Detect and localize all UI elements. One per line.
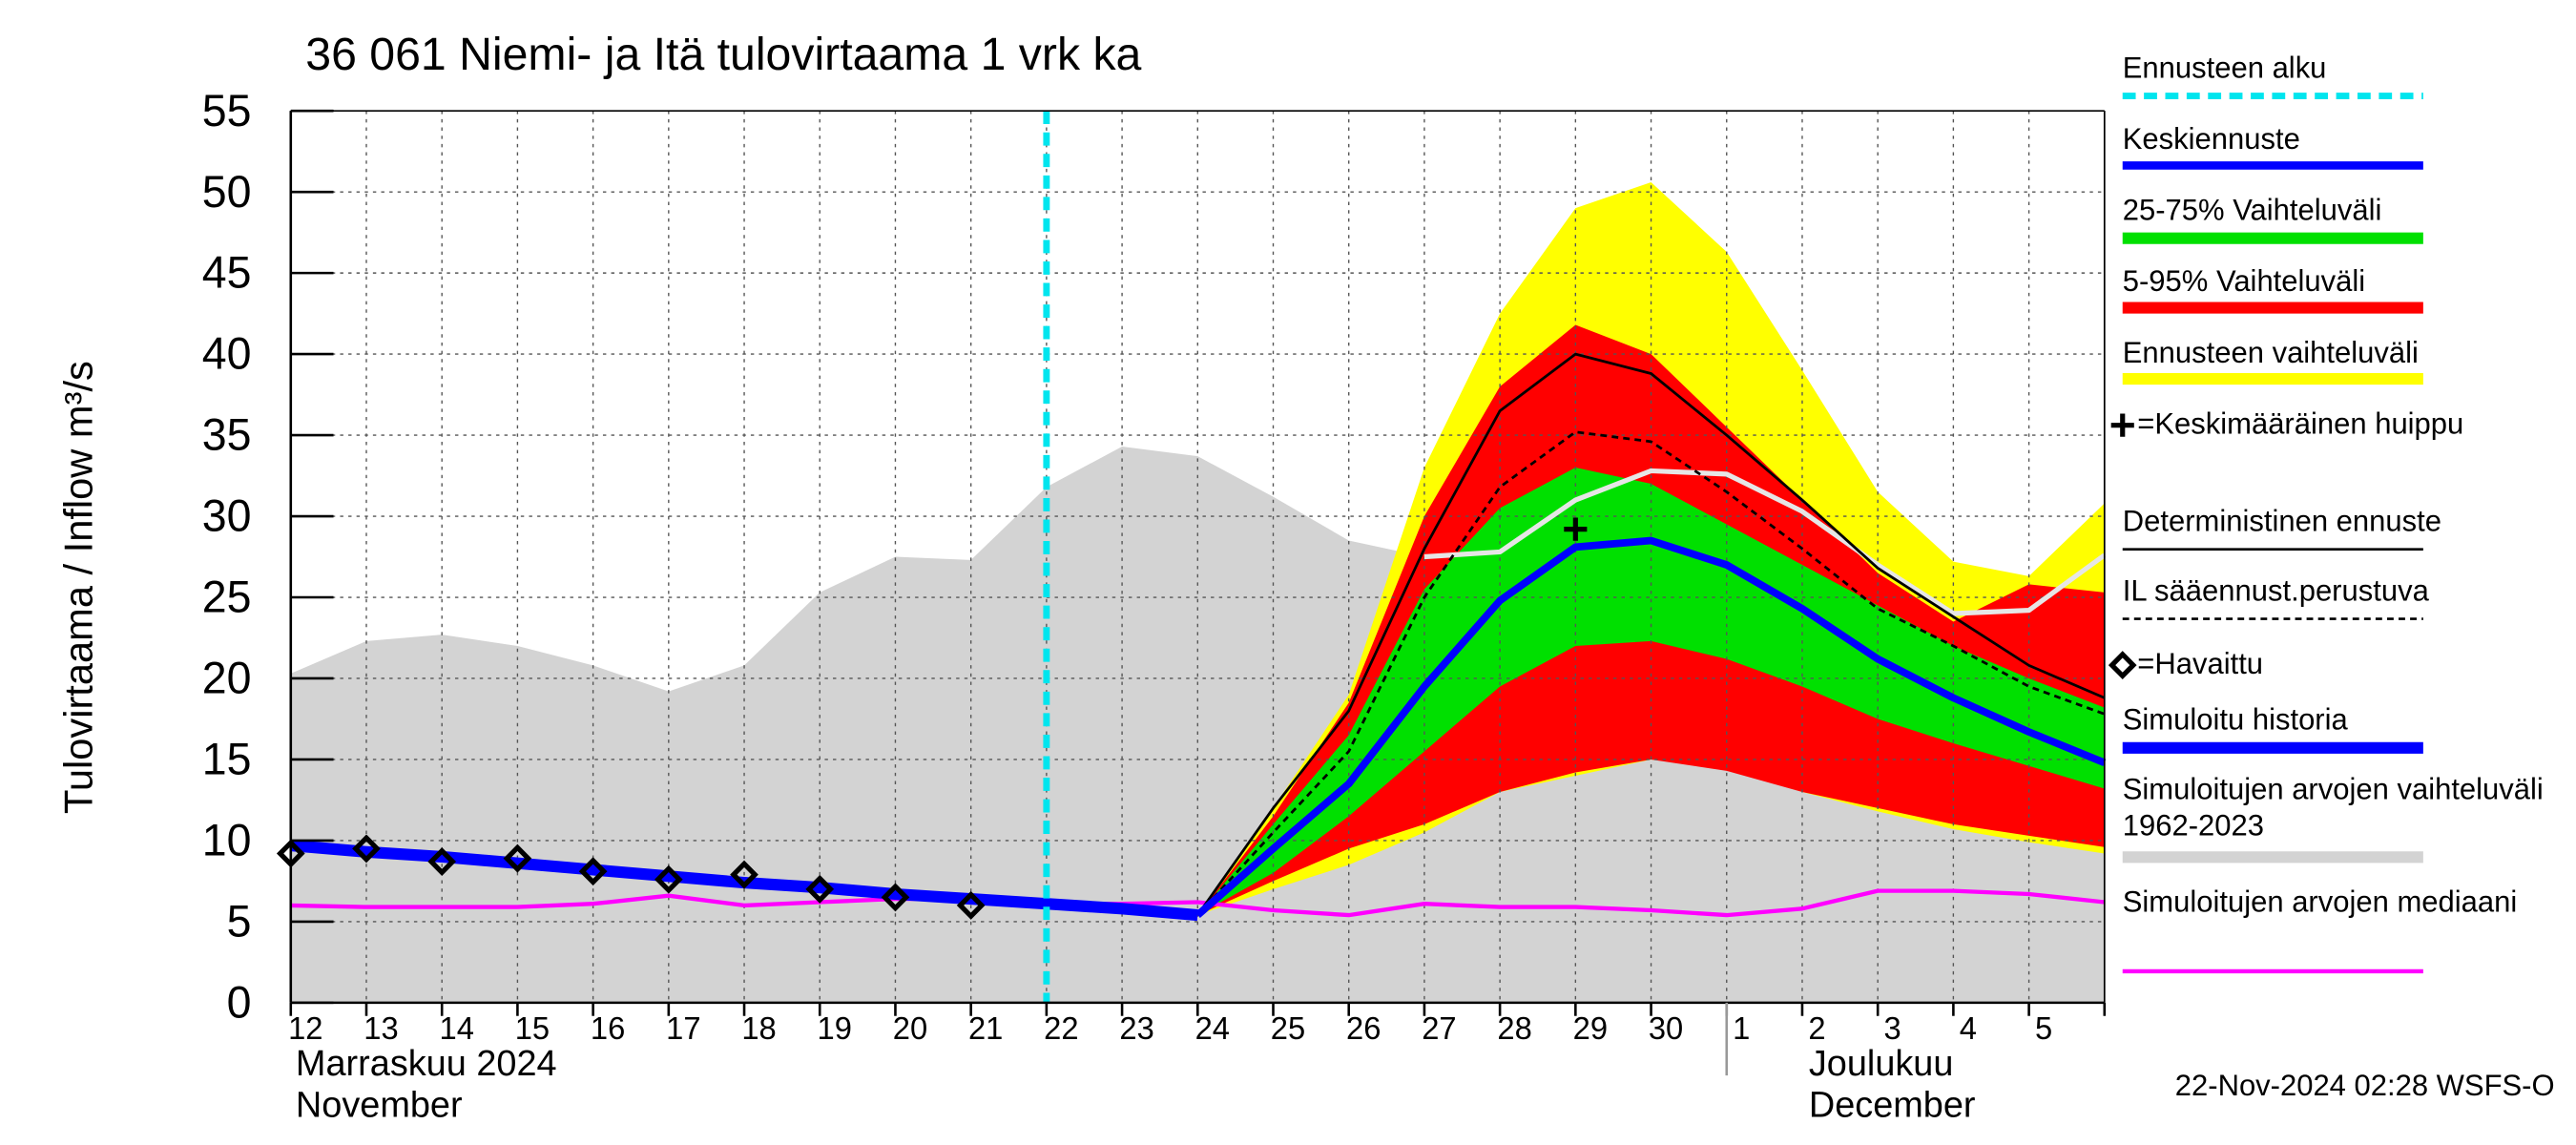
x-tick-label: 27 — [1422, 1010, 1456, 1046]
legend-label: =Havaittu — [2137, 647, 2264, 680]
x-tick-label: 17 — [666, 1010, 700, 1046]
range-top-line — [1423, 468, 2107, 616]
x-tick-label: 22 — [1044, 1010, 1078, 1046]
observed-marker — [352, 834, 381, 864]
legend: Ennusteen alku Keskiennuste 25-75% Vaihtel… — [2108, 51, 2544, 974]
x-tick-label: 3 — [1884, 1010, 1901, 1046]
observed-marker — [578, 857, 608, 886]
x-tick-label: 30 — [1649, 1010, 1683, 1046]
series-line — [1196, 430, 2106, 917]
y-tick-label: 10 — [202, 815, 252, 864]
y-tick-label: 0 — [227, 977, 252, 1027]
month-label: November — [296, 1085, 463, 1125]
observed-marker — [427, 847, 457, 876]
y-tick-label: 35 — [202, 410, 252, 460]
legend-label-box: Keskiennuste — [2122, 122, 2300, 156]
month-label: Marraskuu 2024 — [296, 1044, 557, 1084]
legend-label: Keskiennuste — [2122, 122, 2300, 156]
peak-marker — [1564, 517, 1588, 541]
observed-marker — [805, 874, 835, 904]
legend-label: Ennusteen alku — [2122, 51, 2327, 85]
legend-label: Simuloitujen arvojen mediaani — [2122, 885, 2518, 919]
x-tick-label: 29 — [1573, 1010, 1608, 1046]
x-tick-label: 5 — [2035, 1010, 2052, 1046]
x-tick-label: 16 — [591, 1010, 625, 1046]
x-tick-label: 1 — [1733, 1010, 1750, 1046]
x-tick-label: 20 — [893, 1010, 927, 1046]
x-tick-label: 23 — [1119, 1010, 1153, 1046]
legend-label-box: Simuloitujen arvojen vaihteluväli 1962-2… — [2122, 772, 2544, 843]
x-tick-label: 28 — [1497, 1010, 1531, 1046]
x-tick-label: 24 — [1195, 1010, 1230, 1046]
chart-title: 36 061 Niemi- ja Itä tulovirtaama 1 vrk … — [305, 29, 1141, 80]
observed-marker — [881, 883, 910, 912]
month-label: Joulukuu — [1809, 1044, 1954, 1084]
y-tick-label: 30 — [202, 490, 252, 540]
timestamp: 22-Nov-2024 02:28 WSFS-O — [2175, 1069, 2555, 1102]
legend-label: IL sääennust.perustuva — [2122, 573, 2429, 608]
y-tick-label: 40 — [202, 329, 252, 379]
x-tick-label: 25 — [1271, 1010, 1305, 1046]
series-line — [1196, 352, 2106, 916]
x-tick-label: 14 — [440, 1010, 474, 1046]
y-tick-label: 55 — [202, 86, 252, 135]
y-tick-label: 5 — [227, 896, 252, 946]
x-tick-label: 21 — [968, 1010, 1003, 1046]
y-tick-label: 15 — [202, 734, 252, 783]
legend-label-box: Ennusteen vaihteluväli — [2122, 336, 2419, 369]
legend-label-box: 5-95% Vaihteluväli — [2122, 264, 2366, 299]
plot-area — [276, 109, 2107, 1016]
legend-label: Ennusteen vaihteluväli — [2122, 336, 2419, 369]
legend-label-box: Ennusteen alku — [2122, 51, 2327, 85]
series-line — [1195, 536, 2107, 919]
legend-label-box: =Keskimääräinen huippu — [2137, 406, 2464, 441]
x-tick-label: 13 — [364, 1010, 398, 1046]
observed-marker — [730, 860, 758, 889]
x-tick-label: 12 — [288, 1010, 322, 1046]
peak-marker — [2110, 413, 2134, 437]
series-line — [290, 888, 2106, 918]
y-tick-label: 25 — [202, 572, 252, 621]
x-tick-label: 18 — [741, 1010, 776, 1046]
observed-marker — [654, 864, 683, 894]
x-tick-label: 2 — [1808, 1010, 1825, 1046]
observed-marker — [503, 843, 532, 873]
observed-marker — [956, 890, 986, 920]
observed-marker — [2108, 651, 2137, 680]
legend-label-box: Simuloitu historia — [2122, 702, 2348, 737]
legend-label: Deterministinen ennuste — [2122, 504, 2441, 538]
legend-label-box: Deterministinen ennuste — [2122, 504, 2441, 538]
y-tick-label: 45 — [202, 248, 252, 298]
x-tick-label: 19 — [818, 1010, 852, 1046]
x-tick-label: 4 — [1960, 1010, 1977, 1046]
x-tick-label: 26 — [1346, 1010, 1381, 1046]
legend-label-box: =Havaittu — [2137, 647, 2264, 680]
month-label: December — [1809, 1085, 1976, 1125]
legend-label: Simuloitujen arvojen vaihteluväli 1962-2… — [2122, 772, 2544, 843]
legend-label: =Keskimääräinen huippu — [2137, 406, 2464, 441]
legend-label: 5-95% Vaihteluväli — [2122, 264, 2366, 299]
legend-label-box: IL sääennust.perustuva — [2122, 573, 2429, 608]
y-axis-label: Tulovirtaama / Inflow m³/s — [56, 361, 101, 814]
legend-label: 25-75% Vaihteluväli — [2122, 193, 2382, 227]
legend-label-box: Simuloitujen arvojen mediaani — [2122, 885, 2518, 919]
y-tick-label: 20 — [202, 653, 252, 702]
legend-label-box: 25-75% Vaihteluväli — [2122, 193, 2382, 227]
x-tick-label: 15 — [515, 1010, 550, 1046]
y-tick-label: 50 — [202, 167, 252, 217]
legend-label: Simuloitu historia — [2122, 702, 2348, 737]
